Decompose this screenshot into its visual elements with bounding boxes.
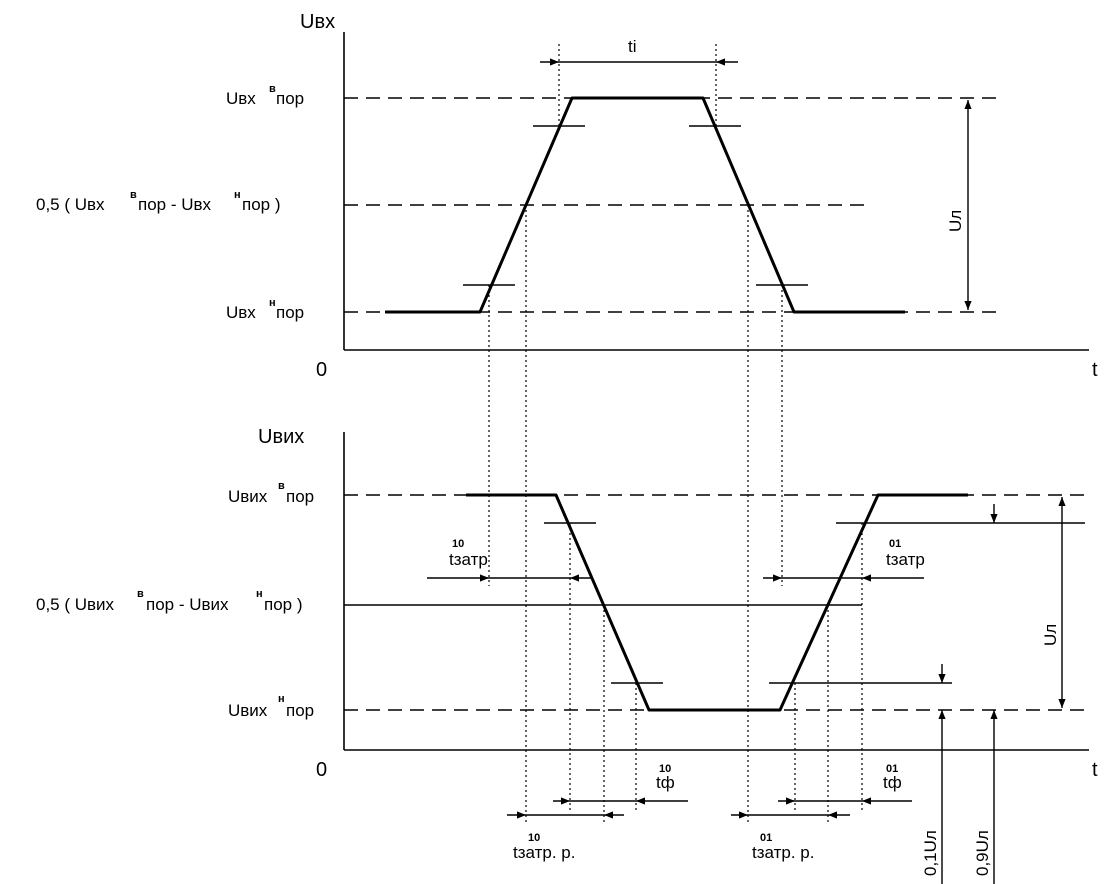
svg-text:в: в — [130, 189, 137, 201]
svg-text:в: в — [269, 83, 276, 95]
svg-text:пор - Uвих: пор - Uвих — [146, 595, 229, 614]
input-mid-level-label: 0,5 ( Uвх в пор - Uвх н пор ) — [36, 189, 281, 214]
timing-guides — [488, 205, 863, 824]
tzatr-r01-label: 01 tзатр. р. — [752, 832, 814, 862]
svg-text:пор: пор — [276, 303, 304, 322]
svg-text:10: 10 — [659, 763, 671, 775]
svg-text:01: 01 — [889, 538, 901, 550]
input-high-threshold-label: Uвх в пор — [226, 83, 304, 108]
input-t-label: t — [1092, 359, 1098, 381]
svg-text:tф: tф — [656, 773, 675, 792]
svg-text:01: 01 — [886, 763, 898, 775]
svg-text:н: н — [278, 693, 285, 705]
svg-text:Uвх: Uвх — [226, 303, 256, 322]
output-low-threshold-label: Uвих н пор — [228, 693, 314, 720]
input-amplitude-label: Uл — [946, 210, 965, 232]
svg-text:пор ): пор ) — [242, 195, 281, 214]
svg-text:пор: пор — [276, 89, 304, 108]
svg-text:10: 10 — [452, 538, 464, 550]
svg-text:01: 01 — [760, 832, 772, 844]
tzatr10-label: 10 tзатр — [449, 538, 488, 569]
svg-text:н: н — [234, 189, 241, 201]
output-pulse-waveform — [466, 493, 968, 712]
svg-text:tзатр: tзатр — [886, 550, 925, 569]
svg-text:Uвих: Uвих — [228, 487, 268, 506]
svg-text:пор - Uвх: пор - Uвх — [138, 195, 212, 214]
tf10-label: 10 tф — [656, 763, 675, 792]
svg-text:0,5 ( Uвих: 0,5 ( Uвих — [36, 595, 115, 614]
input-origin: 0 — [316, 359, 327, 381]
svg-text:в: в — [278, 480, 285, 492]
svg-text:пор ): пор ) — [264, 595, 303, 614]
level-09-label: 0,9Uл — [973, 830, 992, 876]
output-graph: Uвих t 0 Uвих в пор 0,5 ( Uвих в пор - U… — [36, 426, 1098, 884]
input-low-threshold-label: Uвх н пор — [226, 297, 304, 322]
output-amplitude-label: Uл — [1041, 624, 1060, 646]
svg-text:tф: tф — [883, 773, 902, 792]
svg-text:tзатр: tзатр — [449, 550, 488, 569]
svg-text:Uвх: Uвх — [226, 89, 256, 108]
svg-text:н: н — [269, 297, 276, 309]
output-mid-level-label: 0,5 ( Uвих в пор - Uвих н пор ) — [36, 588, 303, 614]
tzatr-r10-label: 10 tзатр. р. — [513, 832, 575, 862]
input-pulse-width-label: ti — [628, 37, 637, 56]
svg-text:Uвих: Uвих — [228, 701, 268, 720]
tf01-label: 01 tф — [883, 763, 902, 792]
level-01-label: 0,1Uл — [921, 830, 940, 876]
output-high-threshold-label: Uвих в пор — [228, 480, 314, 506]
svg-text:tзатр. р.: tзатр. р. — [752, 843, 814, 862]
svg-text:10: 10 — [528, 832, 540, 844]
svg-text:tзатр. р.: tзатр. р. — [513, 843, 575, 862]
tzatr01-label: 01 tзатр — [886, 538, 925, 569]
output-origin: 0 — [316, 759, 327, 781]
svg-text:0,5 ( Uвх: 0,5 ( Uвх — [36, 195, 105, 214]
svg-text:пор: пор — [286, 701, 314, 720]
input-axis-label: Uвх — [300, 11, 335, 33]
output-axis-label: Uвих — [258, 426, 304, 448]
output-t-label: t — [1092, 759, 1098, 781]
input-graph: Uвх t 0 ti Uл Uвх в пор 0,5 ( Uвх — [36, 11, 1098, 381]
svg-text:н: н — [256, 588, 263, 600]
svg-text:в: в — [137, 588, 144, 600]
input-pulse-waveform — [385, 96, 905, 314]
svg-text:пор: пор — [286, 487, 314, 506]
